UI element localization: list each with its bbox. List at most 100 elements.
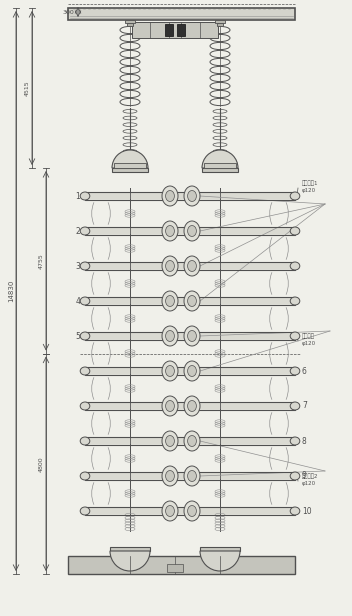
- Ellipse shape: [80, 472, 90, 480]
- Bar: [167, 564, 183, 572]
- Bar: [85, 227, 295, 235]
- Ellipse shape: [80, 332, 90, 340]
- Text: 9: 9: [302, 471, 307, 480]
- Bar: [85, 402, 295, 410]
- Bar: [85, 262, 295, 270]
- Bar: [85, 472, 295, 480]
- Text: 4: 4: [75, 296, 80, 306]
- Ellipse shape: [188, 296, 196, 307]
- Bar: [85, 227, 295, 235]
- Ellipse shape: [188, 261, 196, 272]
- Ellipse shape: [188, 365, 196, 376]
- Ellipse shape: [165, 331, 174, 341]
- Bar: [85, 192, 295, 200]
- Ellipse shape: [80, 262, 90, 270]
- Bar: [85, 402, 295, 410]
- Text: 300: 300: [62, 9, 74, 15]
- Ellipse shape: [290, 332, 300, 340]
- Ellipse shape: [165, 296, 174, 307]
- Ellipse shape: [80, 437, 90, 445]
- Bar: [85, 507, 295, 515]
- Ellipse shape: [184, 291, 200, 311]
- Ellipse shape: [290, 437, 300, 445]
- Ellipse shape: [162, 466, 178, 486]
- Bar: [85, 297, 295, 305]
- Text: 交流连接: 交流连接: [302, 333, 315, 339]
- Ellipse shape: [162, 326, 178, 346]
- Text: 4515: 4515: [25, 80, 30, 96]
- Ellipse shape: [184, 221, 200, 241]
- Bar: [177, 24, 185, 36]
- Bar: [204, 163, 236, 168]
- Bar: [85, 472, 295, 480]
- Bar: [85, 437, 295, 445]
- Ellipse shape: [162, 256, 178, 276]
- Ellipse shape: [80, 192, 90, 200]
- Ellipse shape: [165, 190, 174, 201]
- Text: 10: 10: [302, 506, 312, 516]
- Bar: [114, 163, 146, 168]
- Bar: [85, 262, 295, 270]
- Bar: [85, 192, 295, 200]
- Text: 2: 2: [75, 227, 80, 235]
- Ellipse shape: [188, 436, 196, 447]
- Bar: [200, 547, 240, 551]
- Ellipse shape: [184, 431, 200, 451]
- Bar: [85, 367, 295, 375]
- Bar: [85, 332, 295, 340]
- Bar: [112, 168, 148, 172]
- Bar: [68, 8, 295, 20]
- Ellipse shape: [188, 471, 196, 482]
- Bar: [68, 556, 295, 574]
- Ellipse shape: [162, 501, 178, 521]
- Wedge shape: [202, 150, 238, 168]
- Bar: [85, 507, 295, 515]
- Bar: [132, 22, 218, 38]
- Ellipse shape: [184, 256, 200, 276]
- Ellipse shape: [165, 436, 174, 447]
- Ellipse shape: [162, 431, 178, 451]
- Ellipse shape: [184, 326, 200, 346]
- Bar: [202, 168, 238, 172]
- Ellipse shape: [165, 471, 174, 482]
- Text: 6: 6: [302, 367, 307, 376]
- Ellipse shape: [165, 365, 174, 376]
- Bar: [125, 20, 135, 23]
- Text: 3: 3: [75, 262, 80, 270]
- Bar: [85, 367, 295, 375]
- Ellipse shape: [188, 506, 196, 516]
- Text: 8: 8: [302, 437, 307, 445]
- Ellipse shape: [80, 507, 90, 515]
- Ellipse shape: [290, 192, 300, 200]
- Ellipse shape: [80, 402, 90, 410]
- Ellipse shape: [184, 466, 200, 486]
- Ellipse shape: [165, 225, 174, 237]
- Ellipse shape: [80, 297, 90, 305]
- Text: 1: 1: [75, 192, 80, 200]
- Ellipse shape: [184, 396, 200, 416]
- Ellipse shape: [290, 507, 300, 515]
- Text: 直流连接2: 直流连接2: [302, 473, 319, 479]
- Ellipse shape: [184, 361, 200, 381]
- Ellipse shape: [162, 361, 178, 381]
- Ellipse shape: [188, 225, 196, 237]
- Ellipse shape: [80, 367, 90, 375]
- Text: φ120: φ120: [302, 480, 316, 485]
- Bar: [85, 437, 295, 445]
- Ellipse shape: [162, 221, 178, 241]
- Ellipse shape: [165, 400, 174, 411]
- Text: φ120: φ120: [302, 187, 316, 192]
- Text: 5: 5: [75, 331, 80, 341]
- Ellipse shape: [290, 402, 300, 410]
- Bar: [85, 297, 295, 305]
- Bar: [217, 23, 223, 26]
- Bar: [165, 24, 173, 36]
- Ellipse shape: [290, 262, 300, 270]
- Wedge shape: [110, 551, 150, 571]
- Wedge shape: [112, 150, 148, 168]
- Ellipse shape: [165, 506, 174, 516]
- Bar: [85, 332, 295, 340]
- Ellipse shape: [162, 186, 178, 206]
- Text: 4800: 4800: [39, 456, 44, 472]
- Bar: [215, 20, 225, 23]
